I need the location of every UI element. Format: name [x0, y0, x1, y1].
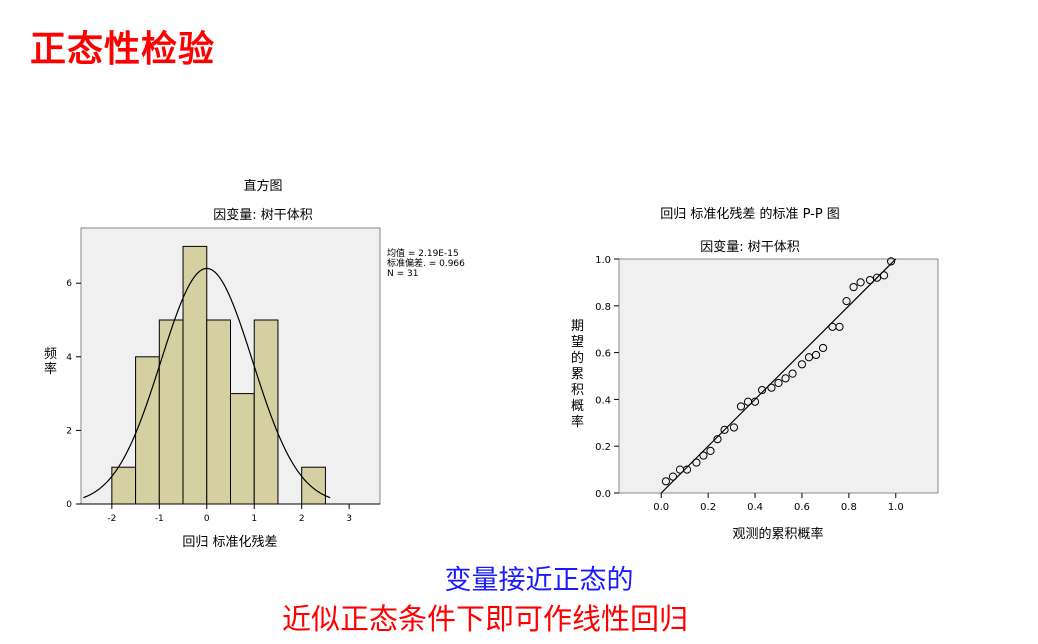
histogram-normal-curve: [83, 267, 331, 499]
histogram-y-axis-label: 频率: [44, 347, 57, 377]
histogram-bar: [182, 245, 208, 505]
pp-point: [811, 350, 821, 360]
histogram-x-ticks: -2 -1 0 1 2 3: [81, 503, 380, 524]
pp-point: [692, 458, 701, 467]
histogram-title: 直方图: [243, 178, 282, 194]
histogram-x-tick-label: 3: [346, 514, 352, 524]
caption-line-2: 近似正态条件下即可作线性回归: [281, 602, 688, 636]
histogram-bar: [111, 466, 137, 505]
histogram-bar: [230, 393, 255, 505]
caption-line-1: 变量接近正态的: [444, 565, 634, 596]
pp-y-tick-label: 0.6: [595, 349, 611, 360]
pp-point: [879, 271, 889, 280]
histogram-y-tick-label: 4: [66, 353, 72, 363]
pp-point: [865, 275, 875, 285]
pp-plot-title: 回归 标准化残差 的标准 P-P 图: [660, 206, 840, 222]
pp-point: [849, 282, 858, 292]
pp-point: [729, 423, 739, 432]
pp-point: [720, 425, 729, 434]
pp-x-tick-label: 0.6: [794, 502, 810, 513]
pp-x-tick-label: 0.4: [747, 502, 763, 513]
pp-point: [818, 343, 828, 353]
pp-point: [750, 397, 760, 406]
pp-y-tick-label: 1.0: [595, 255, 611, 266]
histogram-x-tick-label: 1: [251, 514, 257, 524]
pp-y-tick-label: 0.2: [595, 442, 611, 453]
pp-y-axis-label: 期望的累积概率: [571, 319, 584, 430]
pp-point: [713, 435, 722, 444]
histogram-subtitle: 因变量: 树干体积: [213, 207, 313, 223]
histogram-x-tick-label: 0: [204, 514, 210, 524]
slide-title: 正态性检验: [30, 28, 216, 70]
stats-sd: 标准偏差. = 0.966: [387, 257, 465, 269]
pp-point: [835, 322, 844, 331]
pp-point: [682, 465, 692, 474]
histogram-bar: [158, 319, 184, 505]
pp-point: [661, 477, 671, 486]
histogram-y-tick-label: 6: [66, 279, 72, 289]
pp-points: [661, 257, 896, 486]
histogram-y-tick-label: 0: [66, 500, 72, 510]
pp-point: [886, 257, 896, 266]
histogram-stats-legend: 均值 = 2.19E-15 标准偏差. = 0.966 N = 31: [387, 247, 465, 279]
pp-point: [781, 374, 790, 383]
pp-point: [706, 446, 715, 455]
pp-point: [804, 353, 814, 362]
histogram-x-axis-label: 回归 标准化残差: [182, 535, 277, 550]
pp-x-tick-label: 0.2: [700, 502, 716, 513]
pp-x-tick-label: 0.0: [653, 502, 669, 513]
pp-point: [774, 378, 783, 388]
pp-point: [699, 451, 708, 460]
stats-mean: 均值 = 2.19E-15: [387, 247, 459, 259]
pp-x-ticks: 0.0 0.2 0.4 0.6 0.8 1.0: [653, 493, 904, 513]
pp-point: [736, 402, 746, 411]
pp-point: [842, 297, 851, 306]
pp-point: [872, 273, 882, 282]
histogram-bars: [111, 245, 326, 505]
pp-point: [856, 278, 865, 287]
pp-x-tick-label: 0.8: [841, 502, 857, 513]
histogram-x-tick-label: -1: [155, 514, 164, 524]
histogram-x-tick-label: -2: [107, 514, 116, 524]
histogram-bar: [301, 466, 326, 505]
histogram-bar: [253, 319, 279, 505]
pp-y-ticks: 0.0 0.2 0.4 0.6 0.8 1.0: [595, 255, 619, 500]
pp-y-tick-label: 0.4: [595, 395, 611, 406]
histogram-bar: [206, 319, 231, 505]
histogram-x-tick-label: 2: [299, 514, 305, 524]
histogram-y-ticks: 0 2 4 6: [66, 279, 81, 510]
pp-point: [757, 385, 767, 395]
pp-plot-chart: 回归 标准化残差 的标准 P-P 图 因变量: 树干体积 0.0 0.2 0.4 0.…: [571, 206, 939, 542]
pp-point: [788, 369, 797, 378]
pp-x-tick-label: 1.0: [888, 502, 904, 513]
histogram-y-tick-label: 2: [66, 426, 72, 436]
pp-plot-subtitle: 因变量: 树干体积: [700, 239, 800, 255]
pp-point: [767, 383, 776, 392]
pp-x-axis-label: 观测的累积概率: [732, 526, 823, 542]
pp-y-tick-label: 0.8: [595, 302, 611, 313]
stats-n: N = 31: [387, 269, 418, 279]
pp-point: [668, 472, 678, 481]
pp-y-tick-label: 0.0: [595, 489, 611, 500]
pp-point: [797, 360, 807, 369]
